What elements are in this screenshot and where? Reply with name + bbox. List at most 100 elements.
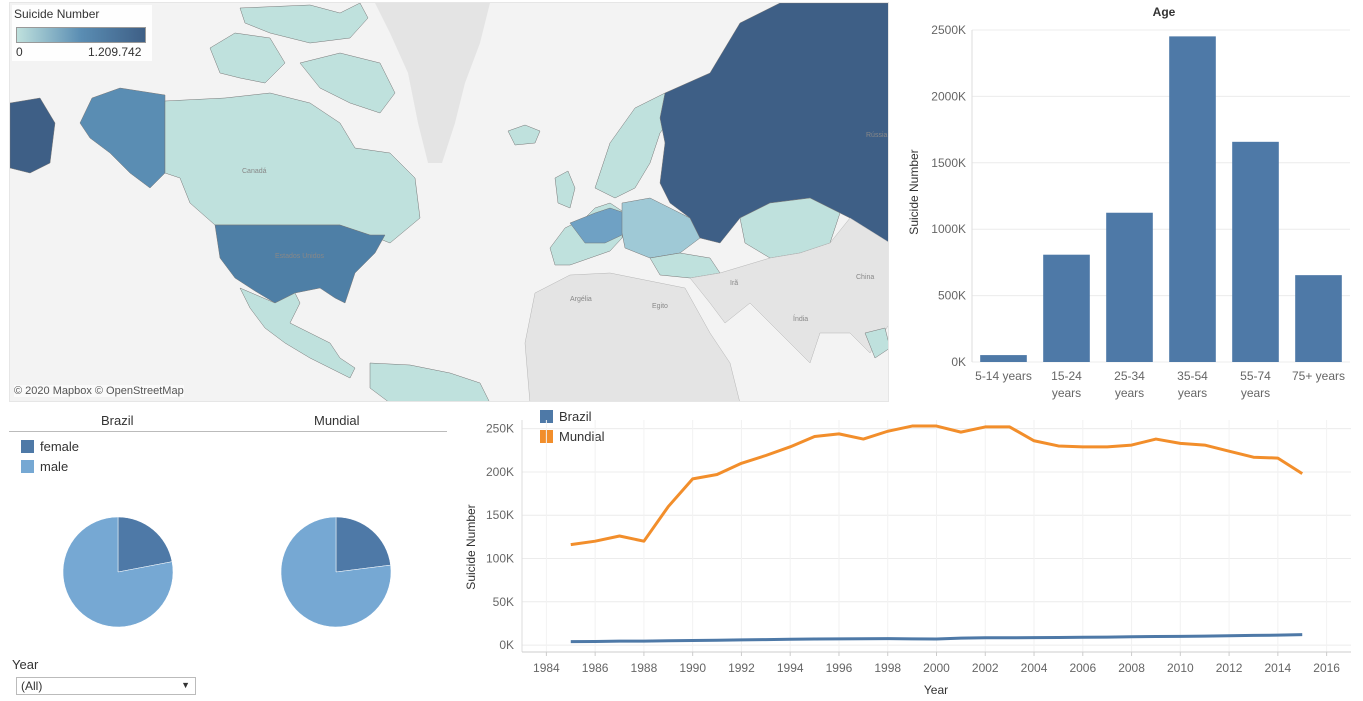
pie-slice-female[interactable] <box>117 516 173 573</box>
year-filter-value: (All) <box>21 679 43 693</box>
pie-header-divider <box>9 431 447 432</box>
age-bar[interactable] <box>1169 36 1216 363</box>
map-attribution[interactable]: © 2020 Mapbox © OpenStreetMap <box>14 385 184 397</box>
map-region[interactable] <box>507 124 541 146</box>
map-region[interactable] <box>524 272 740 402</box>
age-bar-chart[interactable]: Age Suicide Number 0K 500K 1000K 1500K 2000K… <box>900 0 1360 404</box>
map-region[interactable] <box>209 32 286 84</box>
line-legend-brazil[interactable]: Brazil <box>540 409 592 424</box>
pie-header-brazil: Brazil <box>101 413 134 428</box>
map-region[interactable] <box>214 224 386 304</box>
map-region[interactable] <box>649 252 721 279</box>
pie-mundial[interactable] <box>280 516 392 628</box>
age-bar[interactable] <box>1295 275 1342 362</box>
map-region[interactable] <box>621 197 701 259</box>
line-chart-y-axis: 0K 50K 100K 150K 200K 250K <box>486 420 523 652</box>
line-xtick-label: 2002 <box>972 661 999 675</box>
pie-brazil[interactable] <box>62 516 174 628</box>
line-legend-mundial-label: Mundial <box>559 429 605 444</box>
age-bar[interactable] <box>980 355 1027 362</box>
age-xtick-label: 55-74 <box>1240 369 1271 383</box>
pie-legend-female[interactable]: female <box>21 439 79 454</box>
map-region[interactable] <box>79 87 166 189</box>
map-region[interactable] <box>299 52 396 114</box>
line-xtick-label: 1992 <box>728 661 755 675</box>
series-line-mundial[interactable] <box>570 424 1304 547</box>
map-region[interactable] <box>369 362 490 402</box>
line-chart-ylabel: Suicide Number <box>464 504 478 589</box>
map-canvas[interactable] <box>10 3 889 402</box>
line-ytick-label: 100K <box>486 552 514 566</box>
line-chart-xlabel: Year <box>924 683 948 697</box>
line-xtick-label: 1994 <box>777 661 804 675</box>
line-chart-x-axis: 1984 1986 1988 1990 1992 1994 1996 1998 2000 2002… <box>522 651 1351 675</box>
line-xtick-label: 2004 <box>1021 661 1048 675</box>
line-xtick-label: 2010 <box>1167 661 1194 675</box>
age-xtick-label: years <box>1178 386 1207 400</box>
age-xtick-label: 5-14 years <box>975 369 1032 383</box>
age-xtick-label: 35-54 <box>1177 369 1208 383</box>
age-bar[interactable] <box>1232 141 1279 362</box>
map-region[interactable] <box>554 170 576 209</box>
line-xtick-label: 2016 <box>1313 661 1340 675</box>
male-swatch <box>21 460 34 473</box>
map-legend-title: Suicide Number <box>14 7 100 21</box>
line-chart-gridlines <box>522 420 1351 652</box>
age-xtick-label: 15-24 <box>1051 369 1082 383</box>
line-xtick-label: 2012 <box>1216 661 1243 675</box>
year-filter-dropdown[interactable]: (All) ▼ <box>16 677 196 695</box>
year-filter: Year (All) ▼ <box>12 657 202 697</box>
age-xtick-label: years <box>1052 386 1081 400</box>
line-xtick-label: 2014 <box>1265 661 1292 675</box>
map-legend-min: 0 <box>16 45 23 59</box>
age-bar[interactable] <box>1106 212 1153 362</box>
map-region[interactable] <box>375 3 490 163</box>
age-ytick-label: 500K <box>938 289 966 303</box>
age-chart-title: Age <box>1153 5 1176 19</box>
pie-slice-female[interactable] <box>335 516 391 573</box>
age-ytick-label: 0K <box>951 355 966 369</box>
pie-slice-male[interactable] <box>62 516 174 628</box>
pie-legend-female-label: female <box>40 439 80 454</box>
chevron-down-icon[interactable]: ▼ <box>181 680 190 690</box>
year-filter-label: Year <box>12 657 39 672</box>
map-region[interactable] <box>239 287 356 379</box>
line-ytick-label: 200K <box>486 465 514 479</box>
age-ytick-label: 1500K <box>931 156 966 170</box>
line-ytick-label: 0K <box>499 638 514 652</box>
map-region[interactable] <box>10 97 56 174</box>
line-chart-series[interactable] <box>570 424 1304 644</box>
age-ytick-label: 2000K <box>931 89 966 103</box>
line-ytick-label: 150K <box>486 508 514 522</box>
choropleth-map[interactable]: Canadá Estados Unidos Argélia Egito Irã … <box>9 2 889 402</box>
line-xtick-label: 1996 <box>826 661 853 675</box>
age-xtick-label: 25-34 <box>1114 369 1145 383</box>
age-chart-bars[interactable] <box>980 36 1342 363</box>
line-ytick-label: 50K <box>493 595 514 609</box>
line-xtick-label: 2000 <box>923 661 950 675</box>
line-xtick-label: 1986 <box>582 661 609 675</box>
pie-charts[interactable] <box>9 505 449 635</box>
map-region[interactable] <box>164 92 421 244</box>
age-xtick-label: 75+ years <box>1292 369 1345 383</box>
map-legend-max: 1.209.742 <box>88 45 142 59</box>
age-bar[interactable] <box>1043 254 1090 362</box>
line-xtick-label: 2008 <box>1118 661 1145 675</box>
map-region[interactable] <box>864 327 889 359</box>
age-ytick-label: 2500K <box>931 23 966 37</box>
pie-header-mundial: Mundial <box>314 413 360 428</box>
map-region[interactable] <box>689 217 889 364</box>
line-xtick-label: 1998 <box>874 661 901 675</box>
line-xtick-label: 1988 <box>631 661 658 675</box>
age-xtick-label: years <box>1241 386 1270 400</box>
map-region[interactable] <box>239 3 369 44</box>
pie-slice-male[interactable] <box>280 516 392 628</box>
age-chart-x-axis: 5-14 years 15-24 years 25-34 years 35-54 years… <box>975 369 1345 400</box>
line-ytick-label: 250K <box>486 422 514 436</box>
line-xtick-label: 1984 <box>533 661 560 675</box>
series-line-brazil[interactable] <box>570 633 1303 644</box>
pie-legend-male-label: male <box>40 459 69 474</box>
pie-legend-male[interactable]: male <box>21 459 68 474</box>
age-chart-y-axis: 0K 500K 1000K 1500K 2000K 2500K <box>931 23 973 369</box>
